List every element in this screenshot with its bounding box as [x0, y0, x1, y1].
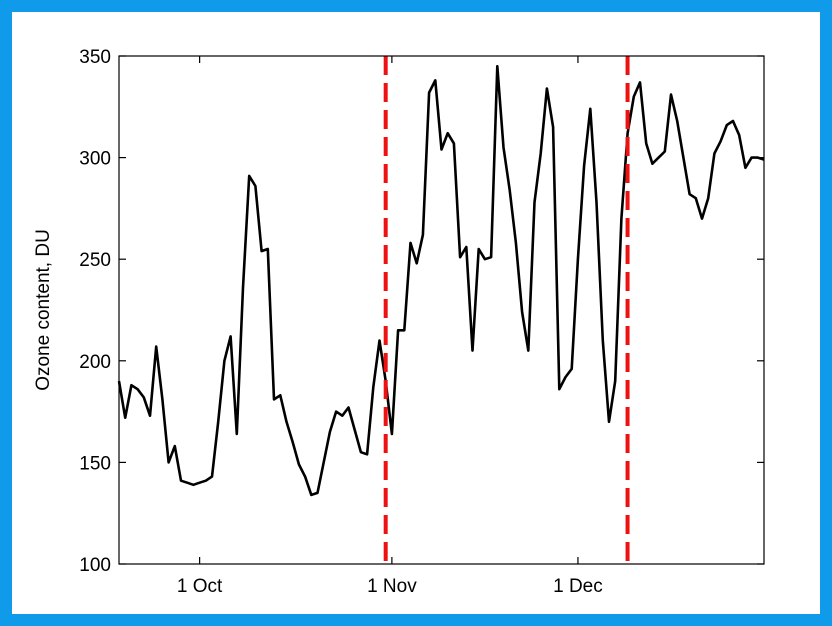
y-tick-label: 300: [79, 149, 111, 170]
plot-frame: [118, 55, 765, 565]
y-tick-label: 100: [79, 555, 111, 576]
ozone-chart: 100 150 200 250 300 350 1 Oct 1 Nov 1 Dec Ozone …: [33, 47, 765, 597]
x-tick-label: 1 Nov: [367, 576, 417, 597]
ozone-series-line: [117, 64, 765, 497]
x-tick-label: 1 Dec: [553, 576, 603, 597]
y-axis-label: Ozone content, DU: [33, 229, 54, 391]
tick-layer: 100 150 200 250 300 350 1 Oct 1 Nov 1 Dec: [79, 47, 764, 597]
series-layer: [117, 64, 765, 497]
figure-panel: 100 150 200 250 300 350 1 Oct 1 Nov 1 Dec Ozone …: [12, 12, 820, 614]
y-tick-label: 200: [79, 352, 111, 373]
y-tick-label: 150: [79, 453, 111, 474]
marker-layer: [383, 56, 630, 564]
y-tick-label: 350: [79, 47, 111, 68]
y-tick-label: 250: [79, 250, 111, 271]
x-tick-label: 1 Oct: [177, 576, 223, 597]
